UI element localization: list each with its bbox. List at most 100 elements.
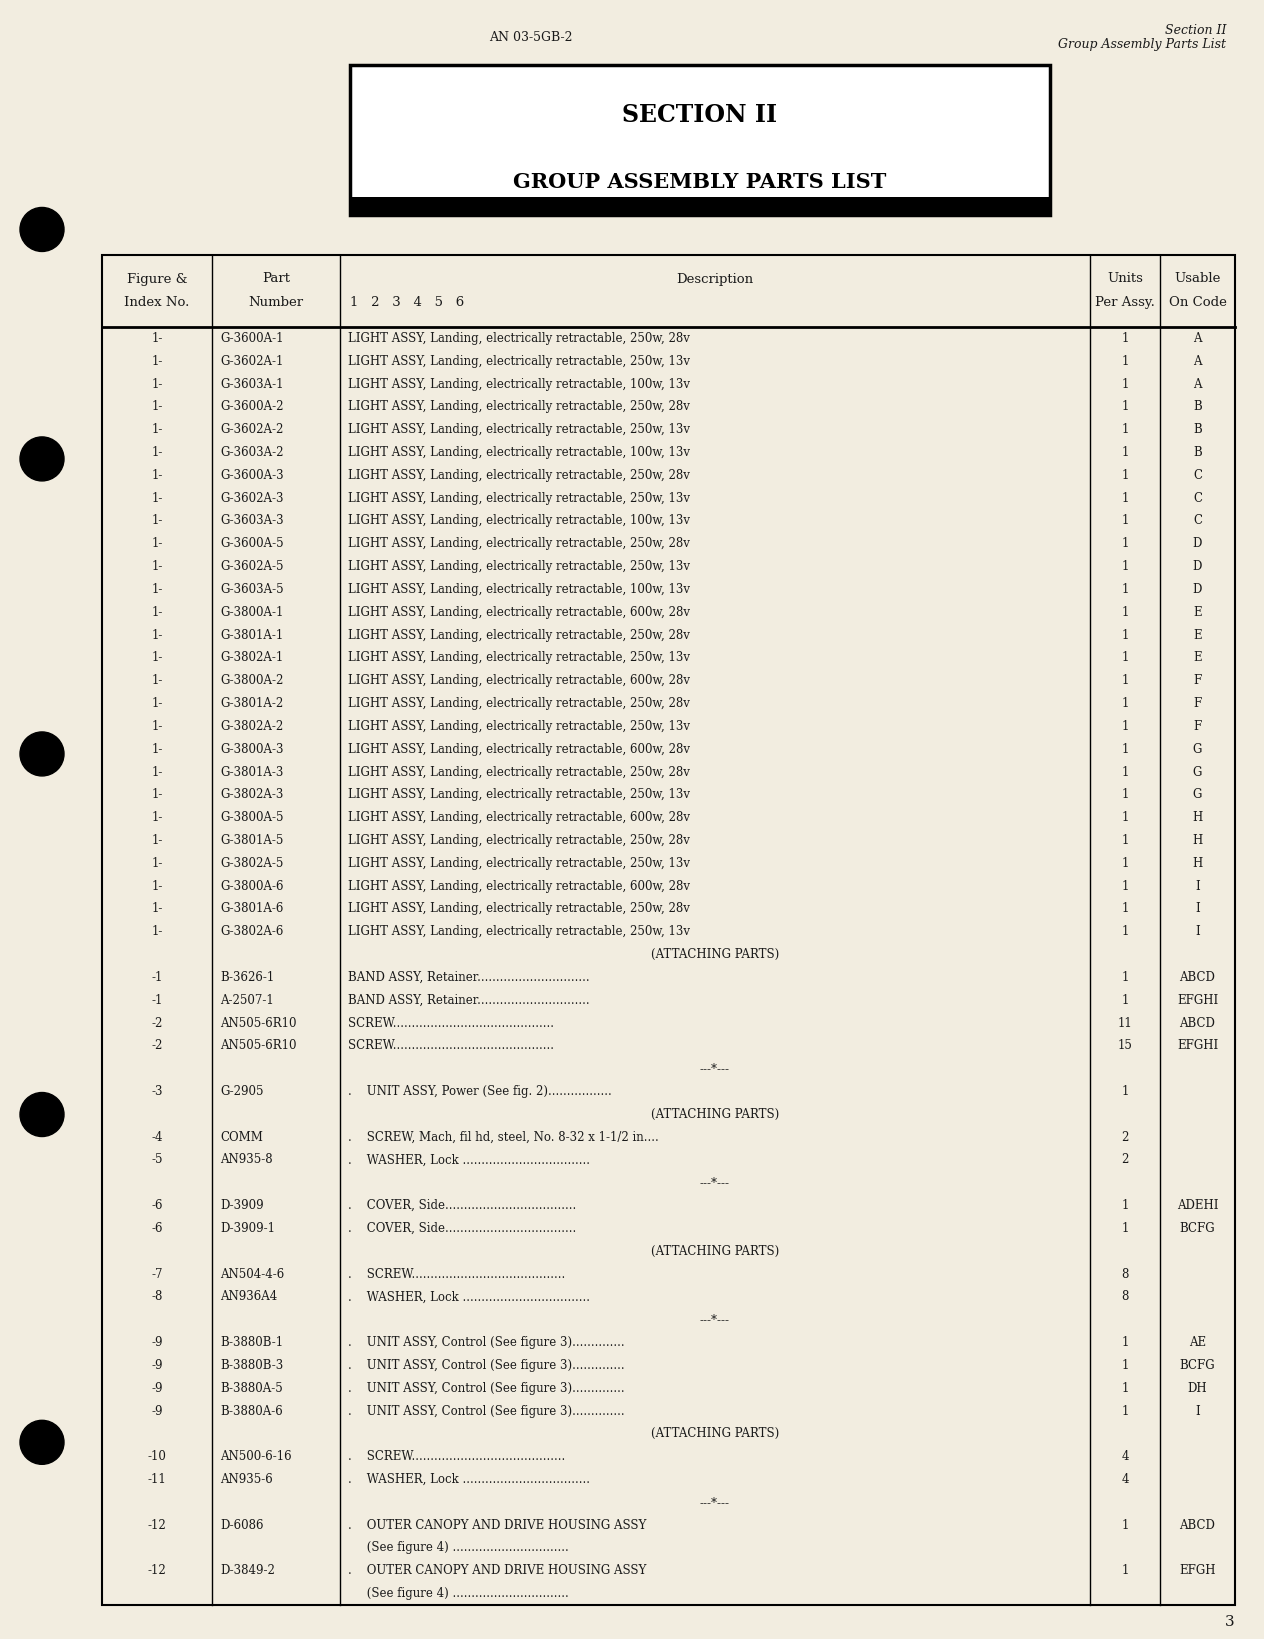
Text: .    UNIT ASSY, Control (See figure 3)..............: . UNIT ASSY, Control (See figure 3).....… xyxy=(348,1382,624,1395)
Text: E: E xyxy=(1193,606,1202,620)
Text: -9: -9 xyxy=(152,1405,163,1418)
Text: LIGHT ASSY, Landing, electrically retractable, 250w, 13v: LIGHT ASSY, Landing, electrically retrac… xyxy=(348,857,690,870)
Text: LIGHT ASSY, Landing, electrically retractable, 250w, 28v: LIGHT ASSY, Landing, electrically retrac… xyxy=(348,697,690,710)
Text: G: G xyxy=(1193,765,1202,779)
Text: 1-: 1- xyxy=(152,674,163,687)
Text: A: A xyxy=(1193,354,1202,367)
Text: LIGHT ASSY, Landing, electrically retractable, 250w, 28v: LIGHT ASSY, Landing, electrically retrac… xyxy=(348,538,690,551)
Text: .    WASHER, Lock ..................................: . WASHER, Lock .........................… xyxy=(348,1290,590,1303)
Text: LIGHT ASSY, Landing, electrically retractable, 600w, 28v: LIGHT ASSY, Landing, electrically retrac… xyxy=(348,742,690,756)
Circle shape xyxy=(20,1421,64,1464)
Text: G-3603A-3: G-3603A-3 xyxy=(220,515,283,528)
Text: 1-: 1- xyxy=(152,583,163,597)
Text: 1: 1 xyxy=(1121,1336,1129,1349)
Text: LIGHT ASSY, Landing, electrically retractable, 100w, 13v: LIGHT ASSY, Landing, electrically retrac… xyxy=(348,377,690,390)
Bar xyxy=(102,256,1235,1605)
Text: 1-: 1- xyxy=(152,354,163,367)
Text: ADEHI: ADEHI xyxy=(1177,1200,1218,1213)
Text: LIGHT ASSY, Landing, electrically retractable, 250w, 13v: LIGHT ASSY, Landing, electrically retrac… xyxy=(348,561,690,574)
Text: C: C xyxy=(1193,492,1202,505)
Text: F: F xyxy=(1193,720,1202,733)
Text: .    WASHER, Lock ..................................: . WASHER, Lock .........................… xyxy=(348,1473,590,1487)
Text: EFGHI: EFGHI xyxy=(1177,993,1218,1006)
Text: AN504-4-6: AN504-4-6 xyxy=(220,1267,284,1280)
Text: -12: -12 xyxy=(148,1519,167,1531)
Text: G-3801A-5: G-3801A-5 xyxy=(220,834,283,847)
Text: 1: 1 xyxy=(1121,629,1129,641)
Text: -8: -8 xyxy=(152,1290,163,1303)
Text: 1-: 1- xyxy=(152,857,163,870)
Text: 1: 1 xyxy=(1121,857,1129,870)
Text: 1: 1 xyxy=(1121,926,1129,938)
Text: AN935-6: AN935-6 xyxy=(220,1473,273,1487)
Text: 1: 1 xyxy=(1121,765,1129,779)
Text: I: I xyxy=(1196,903,1200,916)
Text: D-3909-1: D-3909-1 xyxy=(220,1223,276,1234)
Text: B: B xyxy=(1193,446,1202,459)
Text: LIGHT ASSY, Landing, electrically retractable, 250w, 13v: LIGHT ASSY, Landing, electrically retrac… xyxy=(348,354,690,367)
Text: F: F xyxy=(1193,674,1202,687)
Text: G-3800A-3: G-3800A-3 xyxy=(220,742,283,756)
Text: LIGHT ASSY, Landing, electrically retractable, 250w, 13v: LIGHT ASSY, Landing, electrically retrac… xyxy=(348,651,690,664)
Text: 1-: 1- xyxy=(152,469,163,482)
Text: B-3880A-6: B-3880A-6 xyxy=(220,1405,283,1418)
Text: 8: 8 xyxy=(1121,1267,1129,1280)
Text: Per Assy.: Per Assy. xyxy=(1095,297,1155,310)
Text: B: B xyxy=(1193,400,1202,413)
Text: (ATTACHING PARTS): (ATTACHING PARTS) xyxy=(651,1108,779,1121)
Text: Number: Number xyxy=(249,297,303,310)
Text: G-3800A-5: G-3800A-5 xyxy=(220,811,283,824)
Text: -3: -3 xyxy=(152,1085,163,1098)
Text: D-3909: D-3909 xyxy=(220,1200,264,1213)
Text: AN505-6R10: AN505-6R10 xyxy=(220,1039,297,1052)
Text: 1: 1 xyxy=(1121,354,1129,367)
Text: A: A xyxy=(1193,333,1202,344)
Text: 1: 1 xyxy=(1121,903,1129,916)
Text: G-3603A-1: G-3603A-1 xyxy=(220,377,283,390)
Text: G-3603A-5: G-3603A-5 xyxy=(220,583,283,597)
Text: DH: DH xyxy=(1188,1382,1207,1395)
Text: 1: 1 xyxy=(1121,1359,1129,1372)
Text: LIGHT ASSY, Landing, electrically retractable, 100w, 13v: LIGHT ASSY, Landing, electrically retrac… xyxy=(348,583,690,597)
Text: (See figure 4) ...............................: (See figure 4) .........................… xyxy=(348,1541,569,1554)
Text: 1: 1 xyxy=(1121,333,1129,344)
Text: LIGHT ASSY, Landing, electrically retractable, 600w, 28v: LIGHT ASSY, Landing, electrically retrac… xyxy=(348,606,690,620)
Text: D-6086: D-6086 xyxy=(220,1519,263,1531)
Text: H: H xyxy=(1192,834,1202,847)
Text: 1: 1 xyxy=(1121,400,1129,413)
Text: 15: 15 xyxy=(1117,1039,1133,1052)
Text: LIGHT ASSY, Landing, electrically retractable, 250w, 13v: LIGHT ASSY, Landing, electrically retrac… xyxy=(348,926,690,938)
Text: 4: 4 xyxy=(1121,1473,1129,1487)
Text: LIGHT ASSY, Landing, electrically retractable, 250w, 28v: LIGHT ASSY, Landing, electrically retrac… xyxy=(348,765,690,779)
Text: LIGHT ASSY, Landing, electrically retractable, 250w, 13v: LIGHT ASSY, Landing, electrically retrac… xyxy=(348,492,690,505)
Text: LIGHT ASSY, Landing, electrically retractable, 250w, 28v: LIGHT ASSY, Landing, electrically retrac… xyxy=(348,629,690,641)
Text: -5: -5 xyxy=(152,1154,163,1167)
Text: G-3801A-3: G-3801A-3 xyxy=(220,765,283,779)
Text: 1: 1 xyxy=(1121,423,1129,436)
Text: 11: 11 xyxy=(1117,1016,1133,1029)
Text: BCFG: BCFG xyxy=(1179,1223,1215,1234)
Text: 1: 1 xyxy=(1121,561,1129,574)
Text: 1-: 1- xyxy=(152,515,163,528)
Text: 1-: 1- xyxy=(152,606,163,620)
Text: G-3800A-6: G-3800A-6 xyxy=(220,880,283,893)
Text: LIGHT ASSY, Landing, electrically retractable, 250w, 28v: LIGHT ASSY, Landing, electrically retrac… xyxy=(348,469,690,482)
Text: H: H xyxy=(1192,811,1202,824)
Text: 1-: 1- xyxy=(152,903,163,916)
Text: A-2507-1: A-2507-1 xyxy=(220,993,274,1006)
Text: -2: -2 xyxy=(152,1039,163,1052)
Text: LIGHT ASSY, Landing, electrically retractable, 100w, 13v: LIGHT ASSY, Landing, electrically retrac… xyxy=(348,515,690,528)
Text: 1-: 1- xyxy=(152,811,163,824)
Text: 1-: 1- xyxy=(152,561,163,574)
Text: 1-: 1- xyxy=(152,880,163,893)
Text: G-3600A-5: G-3600A-5 xyxy=(220,538,283,551)
Text: .    WASHER, Lock ..................................: . WASHER, Lock .........................… xyxy=(348,1154,590,1167)
Text: -12: -12 xyxy=(148,1564,167,1577)
Text: I: I xyxy=(1196,1405,1200,1418)
Text: G-3800A-1: G-3800A-1 xyxy=(220,606,283,620)
Text: C: C xyxy=(1193,469,1202,482)
Text: LIGHT ASSY, Landing, electrically retractable, 250w, 13v: LIGHT ASSY, Landing, electrically retrac… xyxy=(348,423,690,436)
Text: 1-: 1- xyxy=(152,377,163,390)
Text: E: E xyxy=(1193,629,1202,641)
Text: G-3801A-6: G-3801A-6 xyxy=(220,903,283,916)
